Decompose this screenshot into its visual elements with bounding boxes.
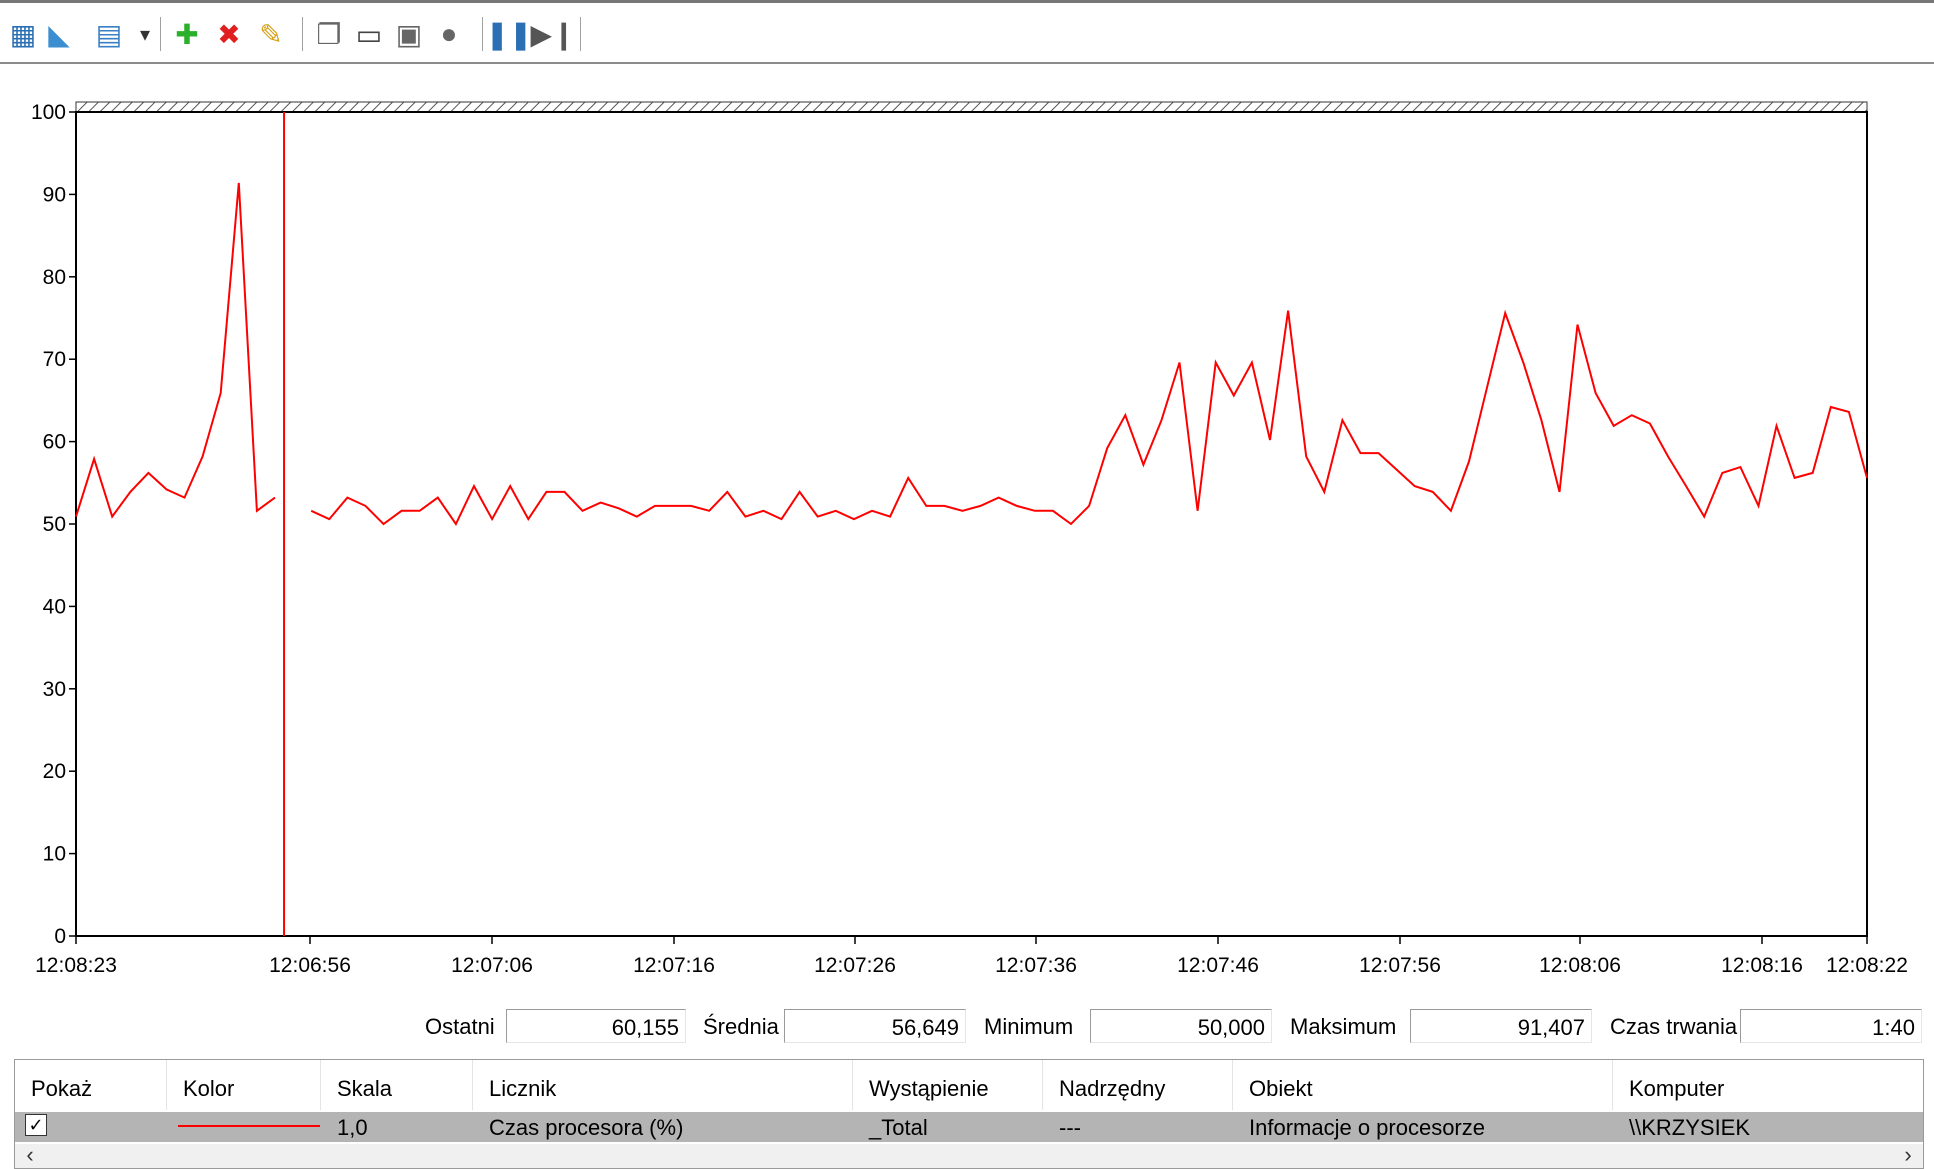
update-data-icon[interactable]: ▶❙: [530, 18, 576, 50]
counter-list-header: Pokaż Kolor Skala Licznik Wystąpienie Na…: [15, 1060, 1923, 1110]
column-computer[interactable]: Komputer: [1629, 1076, 1725, 1101]
maximum-label: Maksimum: [1290, 1014, 1397, 1039]
instance-cell: _Total: [869, 1115, 928, 1140]
series-line-segment: [310, 309, 1868, 526]
column-instance[interactable]: Wystąpienie: [853, 1060, 1043, 1110]
column-parent[interactable]: Nadrzędny: [1043, 1060, 1233, 1110]
scroll-left-icon[interactable]: ‹: [26, 1142, 34, 1167]
graph-frame: [75, 111, 1868, 937]
column-object[interactable]: Obiekt: [1233, 1060, 1613, 1110]
graph-top-band: [75, 101, 1868, 113]
x-tick-label: 12:08:16: [1721, 954, 1803, 977]
x-tick-label: 12:07:16: [633, 954, 715, 977]
column-scale[interactable]: Skala: [321, 1060, 473, 1110]
y-tick-label: 50: [43, 513, 66, 536]
y-tick-label: 80: [43, 266, 66, 289]
add-counter-icon[interactable]: ✚: [175, 18, 199, 50]
y-tick-label: 60: [43, 431, 66, 454]
counter-list: Pokaż Kolor Skala Licznik Wystąpienie Na…: [14, 1059, 1924, 1169]
change-graph-type-icon[interactable]: ▦: [9, 18, 37, 50]
freeze-display-icon[interactable]: ❚❚: [485, 18, 533, 50]
y-tick-label: 40: [43, 595, 66, 618]
average-value: 56,649: [784, 1009, 966, 1043]
maximum-value: 91,407: [1410, 1009, 1592, 1043]
delete-counter-icon[interactable]: ✖: [217, 18, 241, 50]
x-tick-label: 12:07:26: [814, 954, 896, 977]
scale-cell: 1,0: [337, 1115, 368, 1140]
x-tick-label: 12:06:56: [269, 954, 351, 977]
parent-cell: ---: [1059, 1115, 1081, 1140]
column-counter[interactable]: Licznik: [473, 1060, 853, 1110]
show-checkbox[interactable]: ✓: [25, 1114, 47, 1136]
graph-canvas: 0 10 20 30 40 50 60 70 80 90 100 12:08:23 12:06:56 12…: [31, 101, 1908, 977]
zoom-icon[interactable]: ●: [440, 18, 458, 49]
x-tick-label: 12:08:06: [1539, 954, 1621, 977]
column-color[interactable]: Kolor: [167, 1060, 321, 1110]
toolbar-separator: [482, 17, 483, 51]
y-tick-label: 20: [43, 760, 66, 783]
copy-properties-icon[interactable]: ❐: [316, 18, 342, 50]
object-cell: Informacje o procesorze: [1249, 1115, 1485, 1140]
computer-cell: \\KRZYSIEK: [1629, 1115, 1751, 1140]
x-tick-label: 12:07:56: [1359, 954, 1441, 977]
counter-cell: Czas procesora (%): [489, 1115, 684, 1140]
x-tick-label: 12:08:22: [1826, 954, 1908, 977]
stats-bar: Ostatni 60,155 Średnia 56,649 Minimum 50…: [0, 1006, 1934, 1046]
performance-graph: 0 10 20 30 40 50 60 70 80 90 100 12:08:23 12:06:56 12…: [0, 64, 1934, 1004]
properties-icon[interactable]: ▣: [395, 18, 423, 50]
y-tick-label: 90: [43, 183, 66, 206]
minimum-label: Minimum: [984, 1014, 1074, 1039]
x-tick-label: 12:08:23: [35, 954, 117, 977]
y-tick-label: 70: [43, 348, 66, 371]
toolbar-separator: [580, 17, 581, 51]
x-tick-label: 12:07:46: [1177, 954, 1259, 977]
y-tick-label: 30: [43, 678, 66, 701]
y-tick-label: 0: [54, 925, 66, 948]
minimum-value: 50,000: [1090, 1009, 1272, 1043]
toolbar-separator: [160, 17, 161, 51]
duration-label: Czas trwania: [1610, 1014, 1738, 1039]
average-label: Średnia: [703, 1014, 779, 1039]
counter-row[interactable]: ✓ 1,0 Czas procesora (%) _Total --- Info…: [15, 1112, 1923, 1142]
y-tick-label: 10: [43, 843, 66, 866]
series-color-swatch: [178, 1125, 320, 1127]
x-tick-label: 12:07:36: [995, 954, 1077, 977]
view-log-data-icon[interactable]: ▤: [95, 18, 123, 50]
last-label: Ostatni: [425, 1014, 495, 1039]
series-line-segment: [75, 182, 276, 519]
y-tick-label: 100: [31, 101, 66, 124]
duration-value: 1:40: [1740, 1009, 1922, 1043]
column-show[interactable]: Pokaż: [15, 1060, 167, 1110]
horizontal-scrollbar[interactable]: ‹ ›: [15, 1144, 1923, 1168]
x-tick-label: 12:07:06: [451, 954, 533, 977]
dropdown-arrow-icon[interactable]: ▾: [139, 23, 151, 46]
view-current-activity-icon[interactable]: ◣: [48, 18, 70, 50]
highlight-icon[interactable]: ✎: [259, 18, 283, 50]
toolbar-separator: [302, 17, 303, 51]
scroll-right-icon[interactable]: ›: [1904, 1142, 1912, 1167]
toolbar: ▦ ◣ ▤ ▾ ✚ ✖ ✎ ❐ ▭ ▣ ● ❚❚ ▶❙: [0, 0, 1934, 64]
paste-counter-list-icon[interactable]: ▭: [355, 18, 383, 50]
last-value: 60,155: [506, 1009, 686, 1043]
